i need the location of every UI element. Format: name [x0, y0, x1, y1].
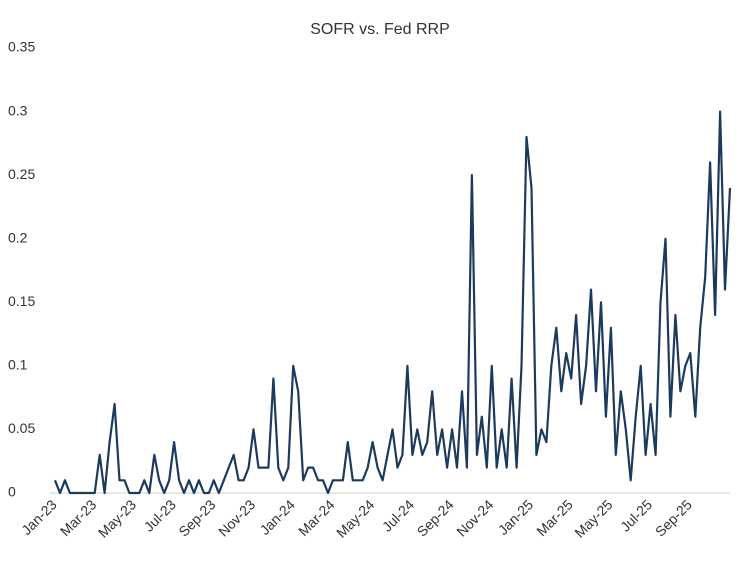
- y-tick-label: 0.05: [8, 420, 35, 436]
- y-tick-label: 0.35: [8, 39, 35, 55]
- y-tick-label: 0.3: [8, 102, 28, 118]
- x-tick-label: Jan-23: [18, 496, 60, 538]
- y-tick-label: 0.2: [8, 229, 28, 245]
- x-tick-label: Sep-24: [414, 496, 457, 539]
- y-tick-label: 0: [8, 484, 16, 500]
- x-tick-label: Mar-25: [533, 496, 576, 539]
- y-tick-label: 0.25: [8, 166, 35, 182]
- x-tick-label: Jul-25: [617, 496, 655, 534]
- chart-title: SOFR vs. Fed RRP: [310, 21, 450, 38]
- x-tick-label: Jul-23: [141, 496, 179, 534]
- x-tick-label: Jul-24: [379, 496, 417, 534]
- y-tick-label: 0.15: [8, 293, 35, 309]
- x-tick-label: Sep-23: [175, 496, 218, 539]
- x-tick-label: Jan-25: [495, 496, 537, 538]
- line-series: [53, 110, 732, 495]
- x-tick-label: Jan-24: [256, 496, 298, 538]
- x-tick-label: Nov-23: [215, 496, 258, 539]
- x-tick-label: May-25: [571, 496, 615, 540]
- x-tick-label: May-23: [95, 496, 139, 540]
- x-tick-label: Mar-24: [295, 496, 338, 539]
- x-tick-label: Nov-24: [453, 496, 496, 539]
- x-tick-label: May-24: [333, 496, 377, 540]
- x-tick-label: Sep-25: [652, 496, 695, 539]
- x-tick-label: Mar-23: [57, 496, 100, 539]
- y-tick-label: 0.1: [8, 357, 28, 373]
